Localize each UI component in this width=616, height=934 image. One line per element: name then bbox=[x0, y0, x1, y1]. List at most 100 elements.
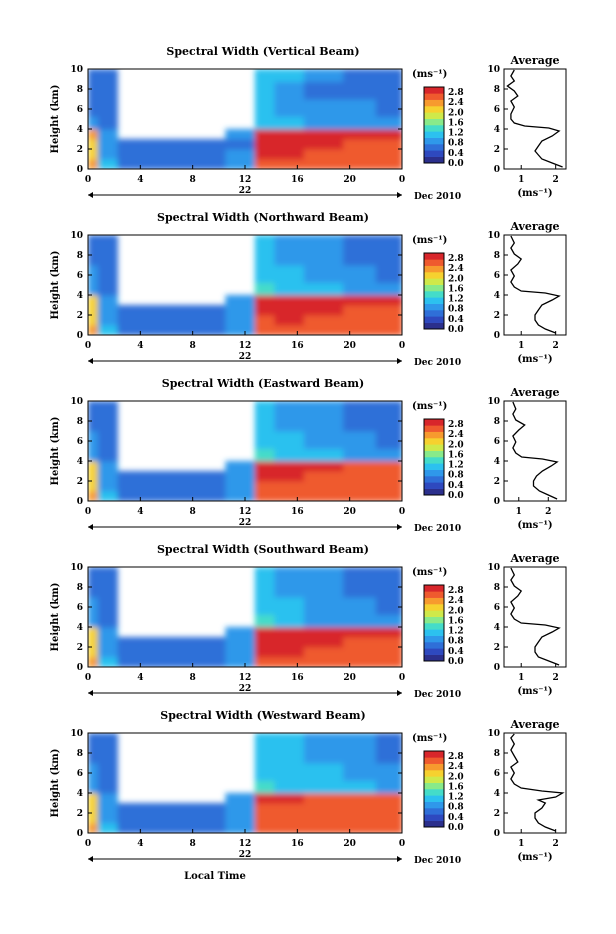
heatmap bbox=[88, 733, 402, 833]
colorbar-swatch bbox=[424, 814, 444, 821]
y-tick-label: 10 bbox=[70, 563, 83, 573]
heatmap-cell bbox=[274, 295, 305, 306]
heatmap-cell bbox=[254, 81, 275, 100]
colorbar-swatch bbox=[424, 610, 444, 617]
colorbar-tick-label: 2.4 bbox=[448, 264, 464, 274]
date-day-label: 22 bbox=[239, 684, 252, 694]
colorbar-swatch bbox=[424, 137, 444, 145]
heatmap-cell bbox=[375, 793, 402, 804]
heatmap-cell bbox=[88, 567, 99, 580]
average-x-tick-label: 2 bbox=[553, 175, 559, 185]
date-axis-arrow-left bbox=[88, 856, 93, 862]
colorbar-frame bbox=[423, 418, 445, 496]
average-profile-line bbox=[512, 401, 559, 500]
heatmap-cell bbox=[254, 745, 275, 764]
heatmap-cell bbox=[88, 325, 99, 335]
colorbar-swatch bbox=[424, 623, 444, 630]
colorbar-swatch bbox=[424, 303, 444, 311]
heatmap-cell bbox=[254, 471, 275, 482]
heatmap-cell bbox=[303, 247, 344, 266]
heatmap-cell bbox=[274, 461, 305, 472]
heatmap-cell bbox=[186, 823, 226, 833]
heatmap-cell bbox=[274, 763, 305, 781]
colorbar-swatch bbox=[424, 808, 444, 815]
colorbar-swatch bbox=[424, 118, 444, 126]
average-y-tick-label: 6 bbox=[494, 437, 500, 447]
heatmap-cell bbox=[303, 401, 344, 414]
heatmap-cell bbox=[274, 431, 305, 449]
heatmap-cell bbox=[254, 627, 275, 638]
heatmap-cell bbox=[343, 823, 377, 833]
heatmap-cell bbox=[375, 69, 402, 82]
heatmap-cell bbox=[88, 431, 99, 449]
colorbar-tick-label: 1.2 bbox=[448, 793, 464, 803]
heatmap-cell bbox=[343, 116, 377, 130]
x-tick-label: 4 bbox=[137, 673, 143, 683]
heatmap-cells bbox=[88, 733, 402, 833]
date-axis-arrow-left bbox=[88, 358, 93, 364]
heatmap-cell bbox=[254, 401, 275, 414]
heatmap-cell bbox=[88, 745, 99, 764]
heatmap-cell bbox=[375, 763, 402, 781]
heatmap-cell bbox=[343, 81, 377, 100]
heatmap-cell bbox=[88, 81, 99, 100]
heatmap-cell bbox=[97, 597, 118, 615]
colorbar-swatch bbox=[424, 438, 444, 445]
heatmap-cell bbox=[88, 793, 99, 804]
heatmap-cell bbox=[225, 471, 256, 482]
average-x-tick-label: 1 bbox=[518, 341, 524, 351]
heatmap-cell bbox=[117, 471, 148, 482]
heatmap-cell bbox=[97, 657, 118, 667]
heatmap-cell bbox=[274, 116, 305, 130]
heatmap-cell bbox=[303, 282, 344, 296]
heatmap-cell bbox=[186, 159, 226, 169]
heatmap-cell bbox=[343, 780, 377, 794]
heatmap-cell bbox=[97, 733, 118, 746]
heatmap-cell bbox=[97, 637, 118, 648]
heatmap-cell bbox=[343, 579, 377, 598]
heatmap-cell bbox=[97, 139, 118, 150]
colorbar-tick-label: 0.0 bbox=[448, 823, 464, 833]
y-tick-label: 2 bbox=[77, 477, 83, 487]
colorbar-tick-label: 0.8 bbox=[448, 637, 464, 647]
panel-1: Spectral Width (Vertical Beam)0246810Hei… bbox=[50, 45, 567, 202]
colorbar-swatch bbox=[424, 278, 444, 285]
heatmap-cell bbox=[343, 413, 377, 432]
heatmap-cell bbox=[88, 305, 99, 316]
x-tick-label: 12 bbox=[239, 341, 252, 351]
average-y-tick-label: 10 bbox=[487, 397, 500, 407]
heatmap-cell bbox=[303, 745, 344, 764]
heatmap-cell bbox=[343, 614, 377, 628]
date-axis-arrow-right bbox=[397, 690, 402, 696]
colorbar-swatch bbox=[424, 751, 444, 758]
heatmap bbox=[88, 69, 402, 169]
heatmap-cell bbox=[303, 823, 344, 833]
y-tick-label: 8 bbox=[77, 85, 83, 95]
heatmap-cell bbox=[97, 813, 118, 824]
heatmap-cell bbox=[117, 315, 148, 326]
heatmap-cell bbox=[274, 597, 305, 615]
heatmap-cell bbox=[375, 614, 402, 628]
colorbar-swatch bbox=[424, 782, 444, 790]
x-tick-label: 0 bbox=[85, 341, 91, 351]
heatmap-cell bbox=[375, 159, 402, 169]
heatmap-cell bbox=[343, 657, 377, 667]
colorbar-tick-label: 1.6 bbox=[448, 616, 464, 626]
colorbar-tick-label: 2.0 bbox=[448, 274, 464, 284]
x-tick-label: 16 bbox=[291, 341, 304, 351]
heatmap-cell bbox=[303, 597, 344, 615]
heatmap-cell bbox=[274, 481, 305, 492]
colorbar-swatch bbox=[424, 284, 444, 292]
heatmap-cell bbox=[97, 491, 118, 501]
heatmap-cell bbox=[97, 325, 118, 335]
heatmap-cell bbox=[97, 481, 118, 492]
colorbar-unit-label: (ms⁻¹) bbox=[412, 401, 447, 412]
heatmap bbox=[88, 401, 402, 501]
date-month-label: Dec 2010 bbox=[414, 524, 461, 534]
average-y-tick-label: 2 bbox=[494, 809, 500, 819]
heatmap-cell bbox=[88, 159, 99, 169]
heatmap-cell bbox=[303, 295, 344, 306]
heatmap-cell bbox=[274, 129, 305, 140]
heatmap-cell bbox=[225, 149, 256, 160]
heatmap-cell bbox=[343, 69, 377, 82]
